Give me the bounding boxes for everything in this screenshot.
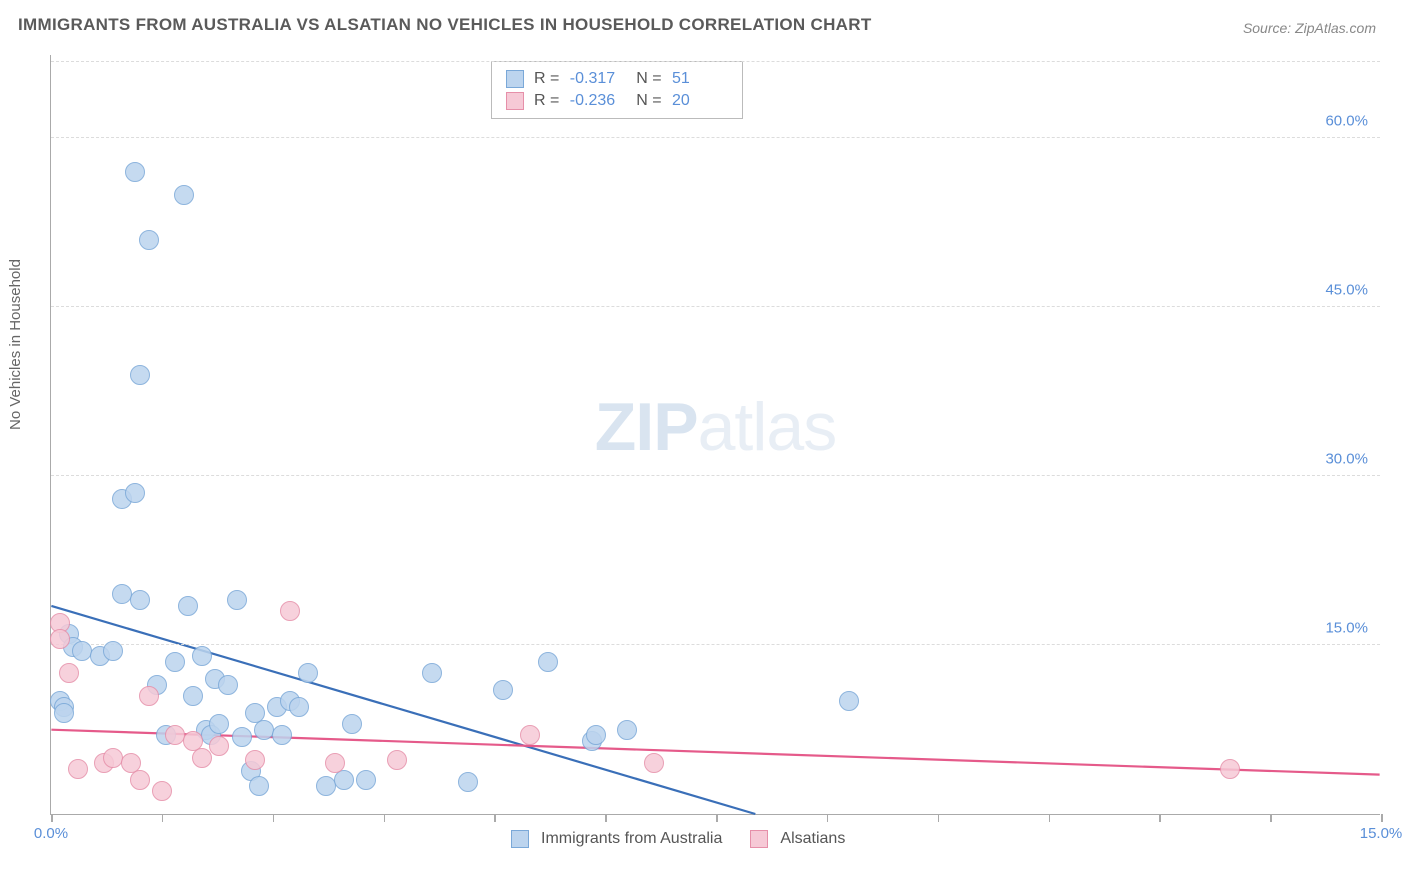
scatter-point-alsatians [325, 753, 345, 773]
page-container: IMMIGRANTS FROM AUSTRALIA VS ALSATIAN NO… [0, 0, 1406, 892]
scatter-point-australia [130, 590, 150, 610]
legend-row-alsatians: R = -0.236 N = 20 [506, 90, 728, 112]
source-attribution: Source: ZipAtlas.com [1243, 20, 1376, 36]
scatter-point-australia [183, 686, 203, 706]
scatter-point-australia [289, 697, 309, 717]
scatter-point-australia [174, 185, 194, 205]
watermark: ZIPatlas [595, 388, 836, 466]
page-title: IMMIGRANTS FROM AUSTRALIA VS ALSATIAN NO… [18, 15, 872, 35]
scatter-point-australia [617, 720, 637, 740]
scatter-point-australia [209, 714, 229, 734]
gridline [51, 475, 1380, 476]
correlation-legend: R = -0.317 N = 51 R = -0.236 N = 20 [491, 61, 743, 119]
xtick [1270, 814, 1272, 822]
scatter-point-australia [125, 483, 145, 503]
trend-lines [51, 55, 1380, 814]
ytick-label: 60.0% [1325, 113, 1368, 130]
ytick-label: 45.0% [1325, 282, 1368, 299]
scatter-point-alsatians [68, 759, 88, 779]
scatter-point-australia [227, 590, 247, 610]
legend-swatch-alsatians [506, 92, 524, 110]
scatter-point-australia [54, 703, 74, 723]
xtick [1049, 814, 1051, 822]
xtick [605, 814, 607, 822]
y-axis-label: No Vehicles in Household [7, 259, 24, 430]
xtick [1159, 814, 1161, 822]
ytick-label: 30.0% [1325, 451, 1368, 468]
scatter-point-alsatians [50, 629, 70, 649]
scatter-point-australia [342, 714, 362, 734]
scatter-point-alsatians [387, 750, 407, 770]
xtick-label: 15.0% [1360, 825, 1403, 842]
scatter-point-australia [130, 365, 150, 385]
scatter-point-australia [218, 675, 238, 695]
xtick [494, 814, 496, 822]
scatter-point-australia [839, 691, 859, 711]
legend-swatch-alsatians-2 [750, 830, 768, 848]
scatter-point-alsatians [245, 750, 265, 770]
scatter-point-australia [493, 680, 513, 700]
scatter-point-australia [538, 652, 558, 672]
scatter-point-alsatians [152, 781, 172, 801]
legend-item-alsatians: Alsatians [750, 830, 845, 848]
xtick [162, 814, 164, 822]
scatter-point-australia [249, 776, 269, 796]
xtick [716, 814, 718, 822]
xtick-label: 0.0% [34, 825, 68, 842]
xtick [827, 814, 829, 822]
xtick [938, 814, 940, 822]
scatter-point-alsatians [644, 753, 664, 773]
series-legend: Immigrants from Australia Alsatians [511, 830, 845, 848]
scatter-point-alsatians [139, 686, 159, 706]
gridline [51, 137, 1380, 138]
legend-swatch-australia [506, 70, 524, 88]
gridline [51, 61, 1380, 62]
scatter-point-australia [458, 772, 478, 792]
scatter-point-australia [232, 727, 252, 747]
scatter-point-australia [422, 663, 442, 683]
scatter-point-alsatians [192, 748, 212, 768]
scatter-point-australia [178, 596, 198, 616]
xtick [384, 814, 386, 822]
scatter-point-australia [103, 641, 123, 661]
scatter-point-alsatians [130, 770, 150, 790]
scatter-point-australia [334, 770, 354, 790]
xtick [1381, 814, 1383, 822]
scatter-point-australia [165, 652, 185, 672]
scatter-point-alsatians [520, 725, 540, 745]
scatter-point-australia [192, 646, 212, 666]
scatter-point-australia [298, 663, 318, 683]
gridline [51, 306, 1380, 307]
gridline [51, 644, 1380, 645]
legend-row-australia: R = -0.317 N = 51 [506, 68, 728, 90]
scatter-point-australia [586, 725, 606, 745]
xtick [51, 814, 53, 822]
legend-item-australia: Immigrants from Australia [511, 830, 722, 848]
scatter-point-australia [272, 725, 292, 745]
scatter-point-australia [125, 162, 145, 182]
scatter-point-alsatians [1220, 759, 1240, 779]
legend-swatch-australia-2 [511, 830, 529, 848]
scatter-point-australia [139, 230, 159, 250]
ytick-label: 15.0% [1325, 620, 1368, 637]
scatter-point-australia [356, 770, 376, 790]
scatter-point-alsatians [280, 601, 300, 621]
xtick [273, 814, 275, 822]
scatter-point-alsatians [59, 663, 79, 683]
scatter-chart: ZIPatlas R = -0.317 N = 51 R = -0.236 N … [50, 55, 1380, 815]
scatter-point-alsatians [209, 736, 229, 756]
